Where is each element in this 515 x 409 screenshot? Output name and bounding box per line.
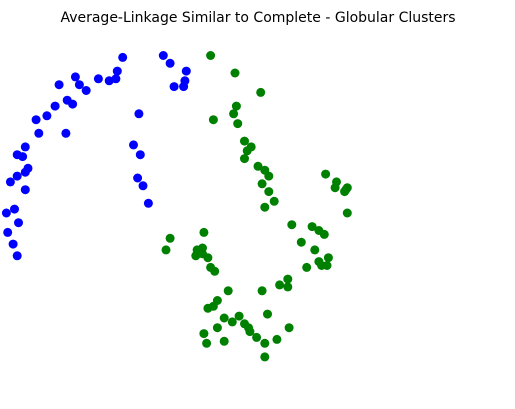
scatter-point-series-2-22 [321,169,331,179]
scatter-point-series-1-15 [179,82,189,92]
scatter-point-series-2-40 [210,266,220,276]
scatter-point-series-2-46 [322,261,332,270]
scatter-point-series-1-22 [34,128,44,138]
scatter-point-series-1-20 [31,115,41,125]
scatter-point-series-2-2 [230,68,240,78]
scatter-point-series-2-62 [219,313,229,323]
scatter-point-series-2-11 [240,154,249,164]
scatter-point-series-2-66 [252,332,262,342]
scatter-point-series-1-7 [93,74,103,84]
scatter-point-series-2-50 [283,282,293,292]
scatter-point-series-2-14 [264,171,274,181]
scatter-point-series-2-28 [342,208,352,218]
scatter-point-series-2-19 [287,220,297,230]
scatter-point-series-2-27 [340,187,350,197]
scatter-point-series-2-55 [203,303,213,313]
scatter-point-series-1-28 [18,152,28,162]
scatter-point-series-1-14 [169,82,179,92]
scatter-point-series-1-33 [138,181,148,191]
scatter-point-series-2-48 [283,274,293,284]
scatter-point-series-1-12 [81,86,91,95]
scatter-point-series-2-6 [208,115,218,125]
scatter-point-series-1-32 [133,173,143,183]
scatter-point-series-1-23 [61,128,71,138]
scatter-point-series-2-47 [302,262,312,272]
scatter-point-series-1-4 [112,66,122,76]
scatter-point-series-1-3 [165,58,175,68]
scatter-point-series-2-21 [165,233,175,243]
scatter-point-series-1-31 [12,171,22,181]
scatter-point-series-2-65 [202,338,212,348]
scatter-point-series-1-41 [8,239,18,249]
scatter-point-series-2-16 [264,187,274,197]
chart-title: Average-Linkage Similar to Complete - Gl… [60,10,455,26]
scatter-point-series-2-63 [263,309,272,319]
scatter-point-series-1-40 [3,227,13,237]
scatter-point-series-1-17 [50,101,60,111]
scatter-point-series-1-21 [134,109,144,119]
scatter-point-series-2-57 [227,317,237,327]
scatter-point-series-1-39 [14,218,23,228]
scatter-point-series-1-2 [158,51,168,60]
scatter-point-series-2-4 [231,101,241,111]
scatter-point-series-1-24 [20,142,30,152]
scatter-point-series-2-68 [272,334,282,344]
scatter-point-series-1-35 [20,185,30,195]
scatter-point-series-2-5 [229,109,239,119]
scatter-point-series-1-30 [20,167,30,177]
scatter-point-series-2-52 [223,286,233,296]
scatter-point-series-2-8 [240,136,249,146]
scatter-point-series-2-12 [253,161,263,171]
scatter-point-series-1-11 [54,80,64,90]
scatter-point-series-2-17 [269,196,279,206]
scatter-point-series-2-20 [199,227,209,237]
scatter-point-series-1-38 [1,208,11,218]
scatter-point-series-2-67 [260,338,270,348]
scatter-point-series-2-33 [161,245,171,255]
scatter-point-series-2-31 [319,229,329,239]
scatter-point-series-1-27 [129,140,138,150]
scatter-point-series-1-18 [68,99,78,109]
points-layer [1,51,352,362]
scatter-point-series-2-61 [212,323,222,333]
scatter-point-series-2-29 [307,222,317,232]
scatter-point-series-2-41 [296,237,306,247]
scatter-point-series-1-10 [74,80,84,90]
scatter-point-series-2-7 [233,119,243,129]
scatter-point-series-2-10 [242,146,252,156]
scatter-point-series-2-69 [284,323,294,333]
scatter-point-series-1-19 [42,111,52,121]
scatter-point-series-1-6 [70,72,80,82]
scatter-point-series-1-26 [135,150,145,160]
scatter-point-series-2-38 [203,253,213,263]
scatter-point-series-2-3 [256,87,266,97]
scatter-point-series-2-70 [260,352,270,362]
scatter-point-series-2-42 [310,245,320,255]
scatter-point-series-1-13 [104,76,114,86]
scatter-point-series-2-71 [219,336,229,346]
scatter-point-series-2-45 [323,253,333,263]
scatter-point-series-1-5 [181,66,191,76]
scatter-point-series-1-37 [10,204,19,214]
scatter-point-series-2-15 [257,179,267,189]
scatter-point-series-1-36 [143,198,153,208]
scatter-point-series-2-1 [206,51,216,60]
scatter-point-series-2-56 [234,311,244,321]
scatter-point-series-2-24 [330,183,340,193]
scatter-point-series-2-51 [257,286,267,296]
scatter-point-series-2-49 [275,280,285,290]
scatter-point-series-1-34 [5,177,15,187]
scatter-point-series-2-18 [260,202,270,212]
scatter-point-series-1-1 [118,52,128,62]
scatter-point-series-2-64 [199,329,209,339]
scatter-point-series-2-60 [245,327,255,337]
scatter-point-series-1-42 [12,251,22,261]
